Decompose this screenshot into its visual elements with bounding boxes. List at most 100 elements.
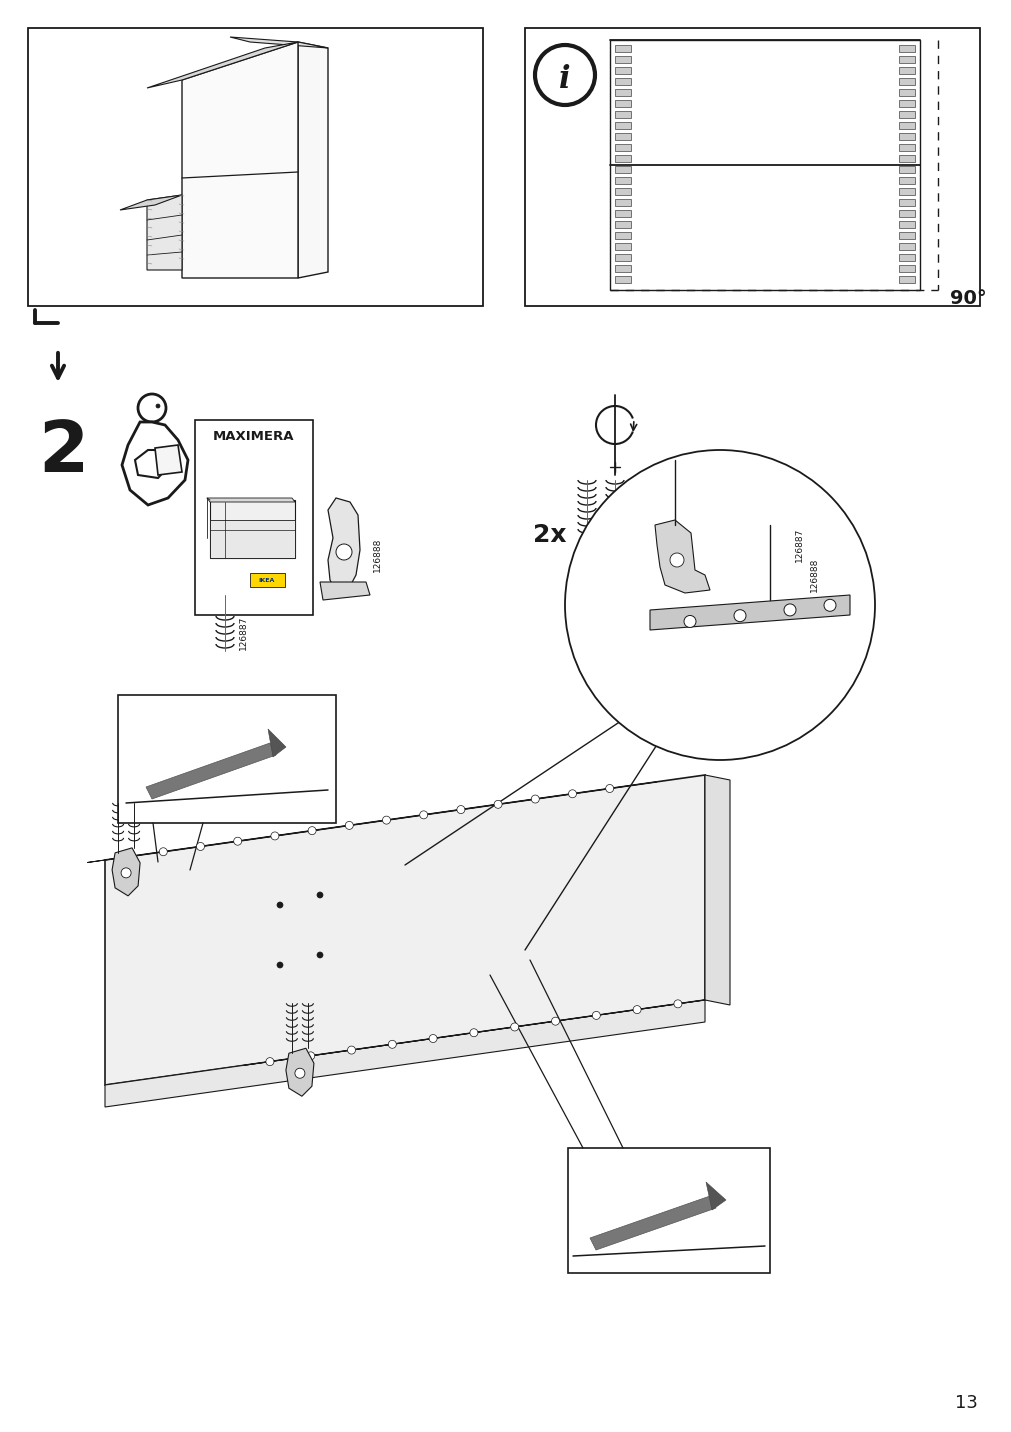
- Circle shape: [683, 616, 696, 627]
- Circle shape: [347, 1047, 355, 1054]
- Circle shape: [493, 800, 501, 808]
- Bar: [898, 199, 914, 206]
- Circle shape: [420, 811, 428, 819]
- Circle shape: [307, 826, 315, 835]
- Bar: [615, 166, 631, 173]
- Text: 126888: 126888: [809, 558, 818, 593]
- Circle shape: [511, 1022, 519, 1031]
- Bar: [898, 253, 914, 261]
- Polygon shape: [147, 42, 297, 87]
- Circle shape: [388, 1040, 396, 1048]
- Polygon shape: [705, 775, 729, 1005]
- Text: IKEA: IKEA: [259, 577, 275, 583]
- Circle shape: [316, 952, 323, 958]
- Bar: [615, 122, 631, 129]
- Polygon shape: [146, 743, 276, 799]
- Circle shape: [429, 1034, 437, 1042]
- Circle shape: [733, 610, 745, 621]
- Polygon shape: [706, 1181, 725, 1210]
- Bar: [898, 265, 914, 272]
- Bar: [567, 1148, 769, 1273]
- Polygon shape: [589, 1196, 716, 1250]
- Text: 126888: 126888: [373, 538, 381, 573]
- Polygon shape: [649, 596, 849, 630]
- Polygon shape: [112, 848, 140, 896]
- Polygon shape: [105, 775, 705, 1085]
- Circle shape: [469, 1028, 477, 1037]
- Bar: [615, 89, 631, 96]
- Circle shape: [591, 1011, 600, 1020]
- Bar: [898, 178, 914, 183]
- Circle shape: [122, 853, 130, 861]
- Polygon shape: [319, 581, 370, 600]
- Bar: [898, 67, 914, 74]
- Text: 13: 13: [954, 1393, 977, 1412]
- Polygon shape: [155, 445, 182, 475]
- Bar: [610, 40, 919, 291]
- Bar: [898, 276, 914, 284]
- Circle shape: [196, 842, 204, 851]
- Bar: [898, 100, 914, 107]
- Bar: [615, 44, 631, 52]
- Polygon shape: [286, 1048, 313, 1097]
- Bar: [898, 133, 914, 140]
- Bar: [118, 695, 336, 823]
- Bar: [898, 112, 914, 117]
- Bar: [615, 133, 631, 140]
- Circle shape: [633, 1005, 641, 1014]
- Circle shape: [345, 822, 353, 829]
- Polygon shape: [147, 195, 182, 271]
- Circle shape: [382, 816, 390, 825]
- Bar: [898, 77, 914, 84]
- Circle shape: [121, 868, 131, 878]
- Polygon shape: [122, 422, 188, 505]
- Polygon shape: [210, 520, 295, 558]
- Polygon shape: [207, 498, 295, 503]
- Circle shape: [551, 1017, 559, 1025]
- Text: 126887: 126887: [629, 493, 637, 527]
- Circle shape: [306, 1053, 314, 1060]
- Text: 90°: 90°: [949, 288, 986, 308]
- Bar: [898, 122, 914, 129]
- Bar: [898, 211, 914, 218]
- Polygon shape: [297, 42, 328, 278]
- Bar: [615, 112, 631, 117]
- Polygon shape: [210, 500, 295, 558]
- Bar: [898, 56, 914, 63]
- Polygon shape: [654, 520, 710, 593]
- Bar: [898, 188, 914, 195]
- Bar: [615, 100, 631, 107]
- Polygon shape: [268, 729, 286, 758]
- Bar: [615, 178, 631, 183]
- Text: 126887: 126887: [795, 528, 803, 563]
- Circle shape: [316, 892, 323, 898]
- Bar: [615, 77, 631, 84]
- Circle shape: [294, 1068, 304, 1078]
- Bar: [898, 232, 914, 239]
- Circle shape: [564, 450, 875, 760]
- Polygon shape: [105, 1000, 705, 1107]
- Bar: [898, 89, 914, 96]
- Circle shape: [531, 795, 539, 803]
- Text: 2: 2: [38, 418, 88, 487]
- Polygon shape: [120, 195, 182, 211]
- Bar: [898, 221, 914, 228]
- Bar: [898, 155, 914, 162]
- Bar: [898, 166, 914, 173]
- Circle shape: [266, 1058, 274, 1065]
- Circle shape: [669, 553, 683, 567]
- Text: i: i: [559, 63, 570, 95]
- Polygon shape: [87, 782, 656, 862]
- Circle shape: [156, 404, 160, 408]
- Bar: [28, 29, 482, 306]
- Polygon shape: [243, 1000, 704, 1065]
- Bar: [615, 155, 631, 162]
- Circle shape: [277, 962, 283, 968]
- Text: MAXIMERA: MAXIMERA: [213, 430, 294, 442]
- Circle shape: [606, 785, 613, 792]
- Bar: [615, 188, 631, 195]
- Bar: [525, 29, 979, 306]
- Circle shape: [271, 832, 279, 841]
- Bar: [615, 232, 631, 239]
- Bar: [615, 67, 631, 74]
